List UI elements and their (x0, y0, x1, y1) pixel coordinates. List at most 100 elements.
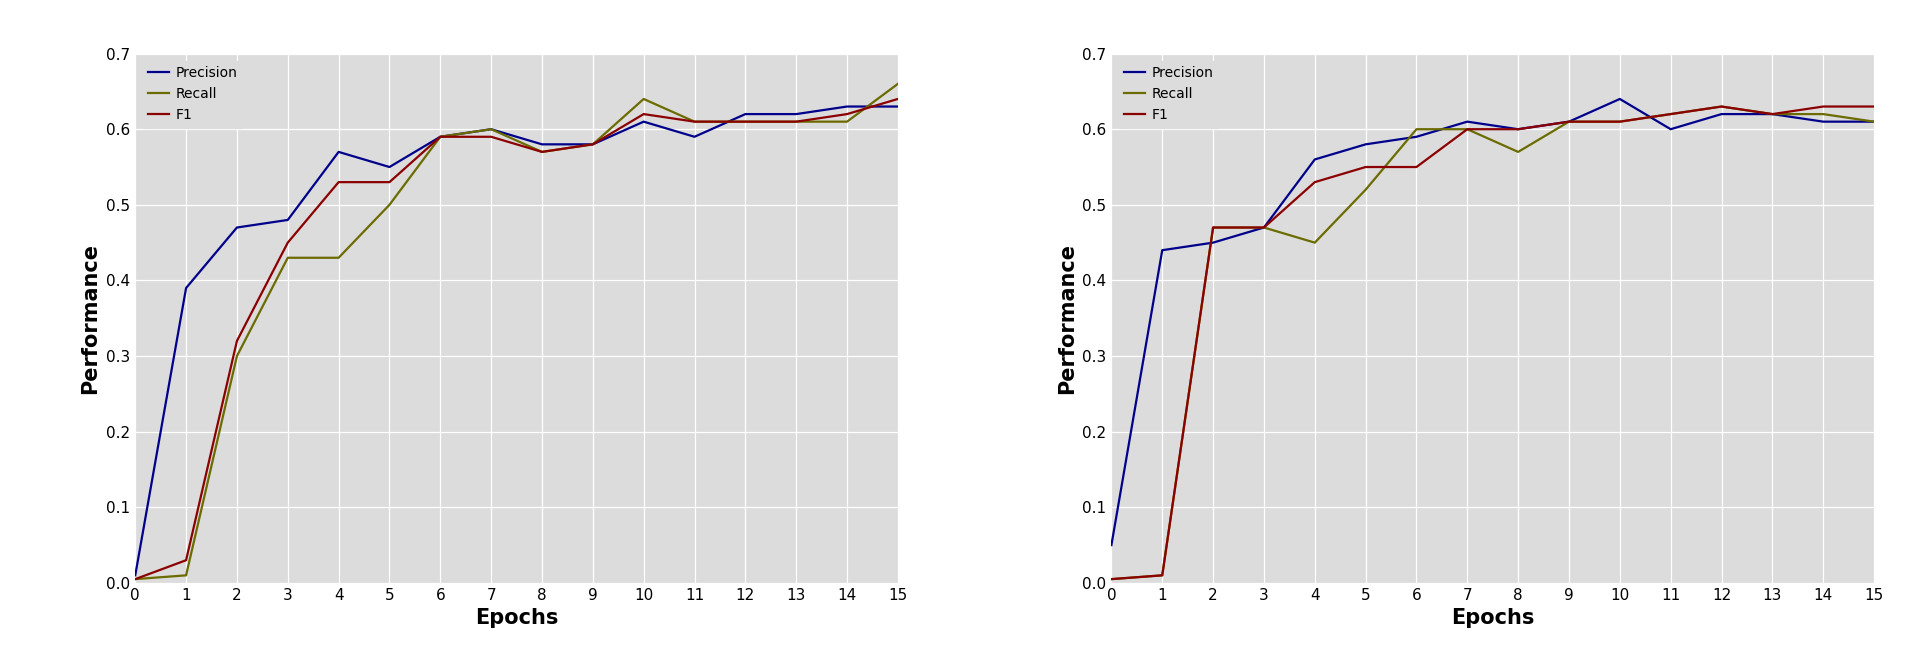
Recall (1760, 110, 1783, 118)
Precision (1202, 239, 1225, 247)
Recall (1862, 118, 1886, 126)
F1 (1607, 118, 1631, 126)
Recall (429, 133, 452, 141)
Recall (1354, 186, 1378, 194)
Recall (1304, 239, 1327, 247)
F1 (379, 178, 402, 186)
Recall (1660, 110, 1683, 118)
Precision (1710, 110, 1733, 118)
Line: F1: F1 (135, 99, 898, 579)
Recall (1151, 572, 1175, 580)
F1 (327, 178, 350, 186)
Precision (124, 572, 147, 580)
F1 (1710, 103, 1733, 111)
Line: Precision: Precision (135, 107, 898, 576)
F1 (174, 556, 197, 564)
F1 (682, 118, 705, 126)
Recall (327, 254, 350, 262)
F1 (1812, 103, 1835, 111)
Recall (632, 95, 655, 103)
F1 (784, 118, 808, 126)
Recall (276, 254, 299, 262)
Recall (1099, 575, 1122, 583)
F1 (479, 133, 502, 141)
Legend: Precision, Recall, F1: Precision, Recall, F1 (143, 60, 243, 127)
Precision (682, 133, 705, 141)
X-axis label: Epochs: Epochs (475, 608, 558, 628)
Recall (1812, 110, 1835, 118)
Recall (1607, 118, 1631, 126)
F1 (1151, 572, 1175, 580)
Precision (784, 110, 808, 118)
Precision (1660, 125, 1683, 133)
Line: Precision: Precision (1111, 99, 1874, 545)
Recall (124, 575, 147, 583)
Recall (835, 118, 858, 126)
Recall (784, 118, 808, 126)
Line: Recall: Recall (135, 84, 898, 579)
F1 (734, 118, 757, 126)
Precision (1304, 155, 1327, 163)
Precision (1151, 246, 1175, 254)
F1 (1304, 178, 1327, 186)
F1 (1354, 163, 1378, 171)
Precision (1405, 133, 1428, 141)
Precision (632, 118, 655, 126)
Precision (531, 140, 554, 148)
F1 (632, 110, 655, 118)
F1 (124, 575, 147, 583)
Precision (1455, 118, 1478, 126)
Y-axis label: Performance: Performance (81, 243, 100, 394)
F1 (835, 110, 858, 118)
Precision (1099, 541, 1122, 549)
Precision (1557, 118, 1580, 126)
X-axis label: Epochs: Epochs (1451, 608, 1534, 628)
Precision (479, 125, 502, 133)
F1 (1252, 224, 1275, 232)
Recall (1455, 125, 1478, 133)
Recall (479, 125, 502, 133)
F1 (887, 95, 910, 103)
Precision (1862, 118, 1886, 126)
F1 (1099, 575, 1122, 583)
F1 (1760, 110, 1783, 118)
Precision (835, 103, 858, 111)
F1 (1405, 163, 1428, 171)
F1 (1507, 125, 1530, 133)
Y-axis label: Performance: Performance (1057, 243, 1076, 394)
Recall (531, 148, 554, 156)
Recall (1252, 224, 1275, 232)
Precision (1507, 125, 1530, 133)
Recall (582, 140, 605, 148)
Recall (734, 118, 757, 126)
F1 (582, 140, 605, 148)
Line: F1: F1 (1111, 107, 1874, 579)
Precision (429, 133, 452, 141)
Recall (1405, 125, 1428, 133)
Precision (1760, 110, 1783, 118)
Recall (226, 352, 249, 360)
Recall (1507, 148, 1530, 156)
Recall (1557, 118, 1580, 126)
Precision (1607, 95, 1631, 103)
Precision (174, 284, 197, 292)
Recall (887, 80, 910, 88)
F1 (531, 148, 554, 156)
F1 (1557, 118, 1580, 126)
F1 (1202, 224, 1225, 232)
F1 (1862, 103, 1886, 111)
F1 (1455, 125, 1478, 133)
Precision (1354, 140, 1378, 148)
Precision (887, 103, 910, 111)
Recall (379, 201, 402, 209)
Recall (1202, 224, 1225, 232)
Precision (379, 163, 402, 171)
Precision (1252, 224, 1275, 232)
Legend: Precision, Recall, F1: Precision, Recall, F1 (1119, 60, 1219, 127)
F1 (429, 133, 452, 141)
Recall (1710, 103, 1733, 111)
F1 (276, 239, 299, 247)
Precision (734, 110, 757, 118)
Precision (582, 140, 605, 148)
Line: Recall: Recall (1111, 107, 1874, 579)
